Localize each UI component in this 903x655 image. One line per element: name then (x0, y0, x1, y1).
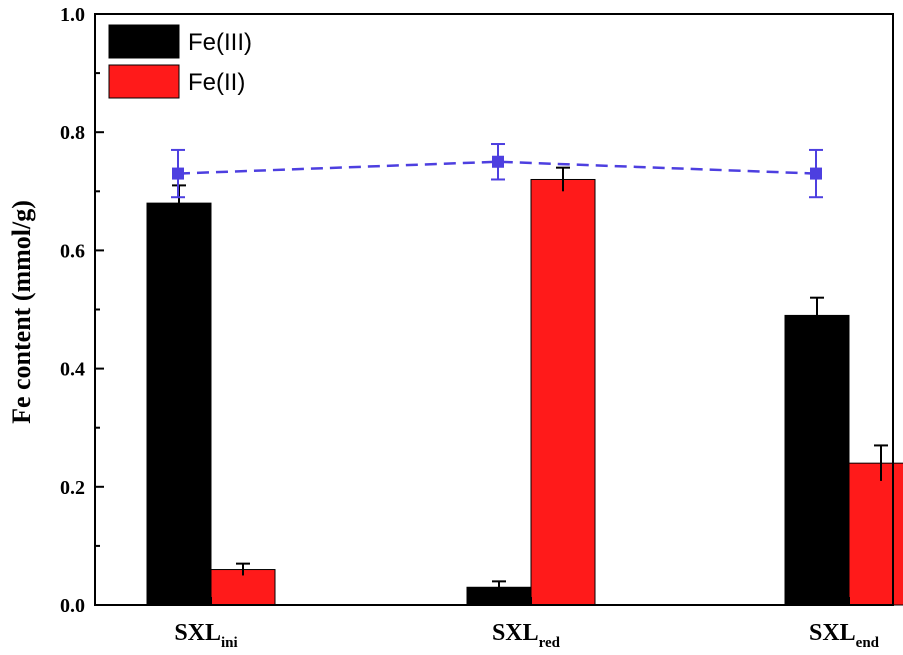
legend-swatch (108, 24, 180, 59)
x-tick-label-subscript: red (539, 635, 561, 651)
y-tick-label: 0.8 (60, 122, 85, 144)
y-tick-label: 0.6 (60, 240, 85, 262)
x-tick-label: SXLini (174, 620, 237, 651)
bar-feii-1 (530, 178, 596, 606)
x-tick-label-subscript: ini (221, 635, 238, 651)
total-marker (810, 167, 822, 180)
total-line (177, 160, 817, 175)
bar-feii-2 (848, 462, 903, 606)
x-tick-label: SXLred (492, 620, 561, 651)
x-tick-label-subscript: end (856, 635, 880, 651)
x-tick-label: SXLend (809, 620, 880, 651)
plot-area (146, 143, 903, 606)
y-axis-title: Fe content (mmol/g) (7, 200, 36, 424)
y-tick-label: 0.4 (60, 359, 85, 381)
axes: Fe content (mmol/g) 0.0 0.2 0.4 0.6 0.8 1.0 SX… (7, 4, 894, 651)
legend-swatch (108, 64, 180, 99)
total-marker (492, 155, 504, 168)
plot-frame (94, 13, 894, 606)
y-tick-label: 1.0 (60, 4, 85, 26)
total-marker (172, 167, 184, 180)
legend: Fe(III) Fe(II) (108, 24, 252, 99)
bar-feiii-0 (146, 202, 212, 606)
legend-label: Fe(II) (188, 69, 245, 96)
legend-label: Fe(III) (188, 29, 252, 56)
y-tick-label: 0.2 (60, 477, 85, 499)
bar-feiii-2 (784, 314, 850, 606)
y-tick-label: 0.0 (60, 595, 85, 617)
